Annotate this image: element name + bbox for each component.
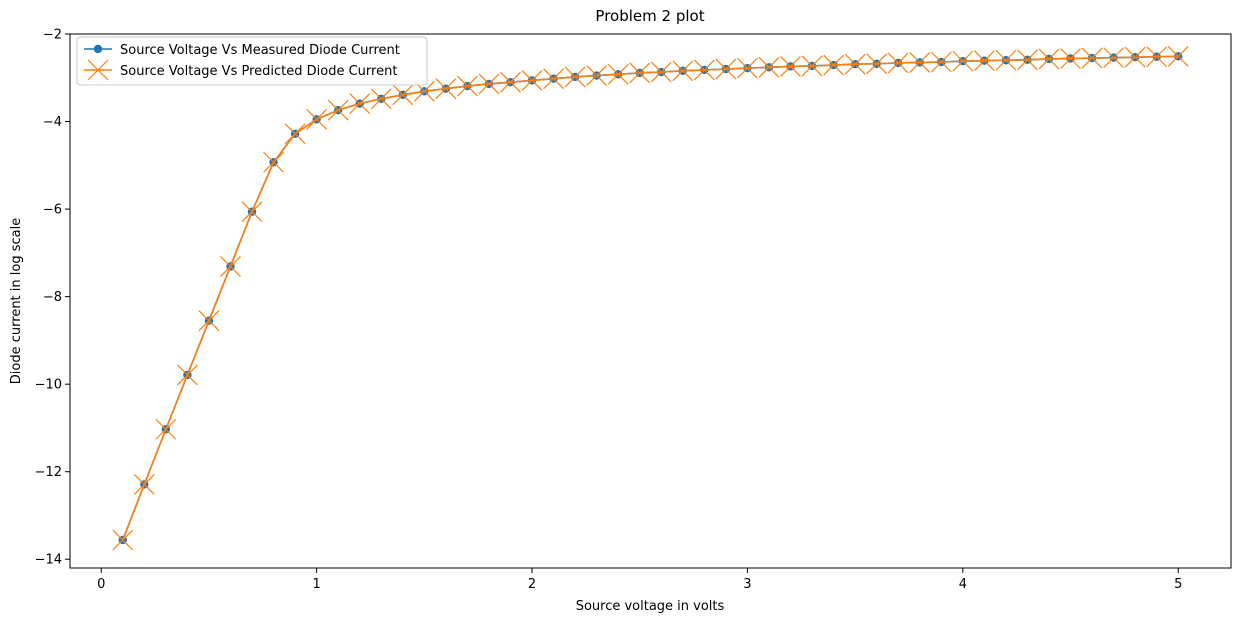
predicted-point: [306, 108, 328, 130]
predicted-point: [1038, 48, 1060, 70]
x-tick-label: 4: [959, 577, 967, 592]
predicted-point: [284, 123, 306, 145]
predicted-point: [1146, 46, 1168, 68]
predicted-point: [1103, 47, 1125, 69]
predicted-point: [543, 68, 564, 90]
predicted-point: [435, 78, 457, 100]
predicted-point: [672, 60, 694, 82]
predicted-point: [629, 62, 651, 84]
x-axis: 0 1 2 3 4 5: [97, 568, 1182, 592]
y-tick-label: −4: [43, 115, 62, 130]
x-tick-label: 5: [1174, 577, 1182, 592]
x-tick-label: 2: [528, 577, 536, 592]
predicted-point: [758, 56, 780, 78]
predicted-point: [607, 63, 629, 85]
x-axis-label: Source voltage in volts: [576, 599, 725, 614]
predicted-point: [478, 73, 500, 95]
y-tick-label: −12: [35, 465, 62, 480]
predicted-point: [973, 50, 995, 72]
predicted-point: [1167, 45, 1189, 67]
predicted-point: [1060, 48, 1081, 69]
legend-marker-measured: [93, 44, 103, 54]
predicted-point: [220, 255, 241, 277]
y-axis: −14 −12 −10 −8 −6 −4 −2: [35, 28, 70, 568]
predicted-point: [844, 53, 866, 75]
predicted-point: [521, 69, 543, 91]
plot-area: [112, 45, 1189, 551]
predicted-point: [693, 59, 715, 81]
predicted-point: [952, 50, 974, 72]
predicted-point: [995, 49, 1017, 71]
predicted-point: [586, 65, 608, 87]
series-layer: [112, 45, 1189, 551]
predicted-point: [155, 418, 177, 440]
legend: Source Voltage Vs Measured Diode Current…: [76, 36, 428, 86]
series-line-predicted: [122, 55, 1179, 541]
predicted-point: [176, 364, 198, 386]
predicted-point: [392, 84, 414, 106]
chart-title: Problem 2 plot: [595, 7, 704, 25]
y-tick-label: −10: [35, 378, 62, 393]
predicted-point: [1124, 46, 1146, 68]
predicted-point: [263, 151, 284, 173]
predicted-point: [823, 54, 845, 76]
y-axis-label: Diode current in log scale: [9, 218, 24, 384]
predicted-point: [715, 58, 737, 80]
y-tick-label: −8: [43, 290, 62, 305]
x-tick-label: 3: [743, 577, 751, 592]
legend-box: [76, 36, 428, 86]
predicted-point: [801, 55, 823, 77]
x-tick-label: 0: [97, 577, 105, 592]
predicted-point: [930, 51, 952, 73]
predicted-point: [1017, 49, 1038, 71]
predicted-point: [456, 75, 478, 97]
plot-frame: [69, 33, 1232, 569]
predicted-point: [650, 61, 672, 83]
predicted-point: [866, 53, 888, 75]
predicted-point: [327, 99, 349, 121]
predicted-point: [112, 529, 134, 551]
y-tick-label: −14: [35, 553, 62, 568]
predicted-point: [780, 55, 801, 77]
predicted-point: [887, 52, 909, 74]
y-tick-label: −6: [43, 203, 62, 218]
predicted-point: [909, 52, 931, 73]
predicted-point: [564, 66, 586, 88]
legend-label-measured: Source Voltage Vs Measured Diode Current: [120, 43, 400, 58]
legend-label-predicted: Source Voltage Vs Predicted Diode Curren…: [120, 64, 397, 79]
predicted-point: [737, 57, 758, 79]
predicted-point: [198, 310, 220, 332]
x-tick-label: 1: [312, 577, 320, 592]
legend-marker-predicted: [87, 59, 109, 81]
predicted-point: [241, 201, 263, 223]
predicted-point: [370, 88, 392, 110]
predicted-point: [133, 473, 155, 495]
predicted-point: [500, 71, 521, 93]
predicted-point: [1081, 47, 1103, 69]
predicted-point: [349, 93, 371, 115]
y-tick-label: −2: [43, 28, 62, 43]
